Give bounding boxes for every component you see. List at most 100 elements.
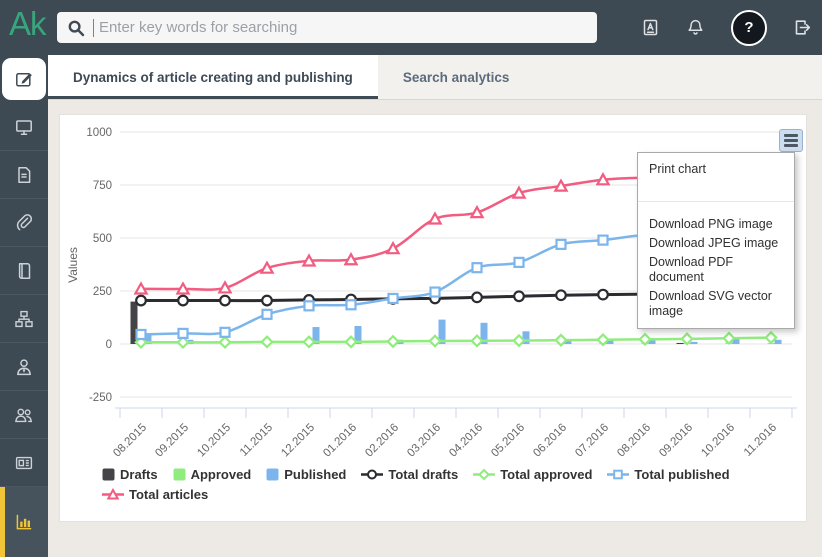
marker-diamond[interactable] bbox=[764, 330, 778, 345]
bar-published[interactable] bbox=[774, 339, 782, 344]
marker-triangle[interactable] bbox=[385, 240, 401, 255]
marker-diamond[interactable] bbox=[512, 333, 526, 348]
marker-triangle[interactable] bbox=[343, 251, 359, 266]
marker-circle[interactable] bbox=[471, 291, 483, 304]
marker-triangle[interactable] bbox=[175, 281, 191, 295]
marker-diamond[interactable] bbox=[386, 334, 400, 349]
marker-diamond[interactable] bbox=[554, 333, 568, 347]
marker-circle[interactable] bbox=[597, 288, 609, 301]
series-drafts[interactable] bbox=[130, 301, 684, 344]
marker-square[interactable] bbox=[597, 234, 609, 246]
sidebar-item-dashboard[interactable] bbox=[0, 103, 48, 151]
marker-square[interactable] bbox=[471, 262, 483, 274]
marker-diamond[interactable] bbox=[638, 332, 652, 347]
logout-icon[interactable] bbox=[793, 18, 812, 37]
marker-triangle[interactable] bbox=[595, 172, 611, 186]
bar-published[interactable] bbox=[690, 341, 698, 344]
bar-published[interactable] bbox=[480, 322, 488, 344]
sidebar-item-library[interactable] bbox=[0, 247, 48, 295]
marker-diamond[interactable] bbox=[134, 335, 148, 350]
marker-square[interactable] bbox=[429, 286, 441, 298]
marker-square[interactable] bbox=[387, 292, 399, 305]
marker-circle[interactable] bbox=[177, 294, 189, 307]
menu-item-download-pdf[interactable]: Download PDF document bbox=[649, 255, 734, 284]
legend-item-approved[interactable]: Approved bbox=[173, 467, 251, 482]
sidebar-item-structure[interactable] bbox=[0, 295, 48, 343]
legend-item-total-approved[interactable]: Total approved bbox=[473, 467, 592, 482]
legend-item-published[interactable]: Published bbox=[266, 467, 346, 482]
sidebar-item-documents[interactable] bbox=[0, 151, 48, 199]
search-input[interactable] bbox=[96, 18, 587, 37]
menu-item-download-jpeg[interactable]: Download JPEG image bbox=[649, 236, 779, 250]
marker-diamond[interactable] bbox=[218, 335, 232, 350]
marker-circle[interactable] bbox=[555, 289, 567, 302]
bar-drafts[interactable] bbox=[676, 342, 684, 344]
menu-item-download-svg[interactable]: Download SVG vector image bbox=[649, 289, 772, 318]
marker-diamond[interactable] bbox=[344, 335, 358, 349]
bar-published[interactable] bbox=[648, 339, 656, 344]
marker-triangle[interactable] bbox=[553, 178, 569, 192]
marker-diamond[interactable] bbox=[176, 335, 190, 350]
marker-triangle[interactable] bbox=[469, 204, 485, 219]
marker-triangle[interactable] bbox=[427, 211, 443, 225]
legend-item-total-articles[interactable]: Total articles bbox=[102, 487, 208, 502]
marker-diamond[interactable] bbox=[470, 334, 484, 348]
sidebar-item-users[interactable] bbox=[0, 391, 48, 439]
bar-published[interactable] bbox=[606, 339, 614, 344]
marker-diamond[interactable] bbox=[302, 335, 316, 349]
bar-published[interactable] bbox=[144, 334, 152, 344]
tab-search-analytics[interactable]: Search analytics bbox=[402, 69, 510, 85]
chart-context-menu-button[interactable] bbox=[779, 129, 803, 152]
menu-item-download-png[interactable]: Download PNG image bbox=[649, 217, 773, 231]
marker-square[interactable] bbox=[513, 256, 525, 268]
sidebar-item-analytics[interactable] bbox=[0, 487, 48, 557]
bar-drafts[interactable] bbox=[130, 301, 138, 344]
marker-circle[interactable] bbox=[261, 294, 273, 307]
bar-published[interactable] bbox=[522, 331, 530, 344]
sidebar-item-attachments[interactable] bbox=[0, 199, 48, 247]
bar-published[interactable] bbox=[564, 340, 572, 344]
chart-export-menu: Print chart Download PNG image Download … bbox=[637, 152, 795, 329]
legend-item-total-published[interactable]: Total published bbox=[607, 467, 730, 482]
marker-circle[interactable] bbox=[219, 294, 231, 307]
x-axis-tick-label: 12.2015 bbox=[279, 422, 317, 460]
tab-dynamics[interactable]: Dynamics of article creating and publish… bbox=[48, 55, 378, 99]
bar-published[interactable] bbox=[732, 338, 740, 344]
marker-square[interactable] bbox=[345, 299, 357, 311]
marker-diamond[interactable] bbox=[596, 333, 610, 347]
marker-square[interactable] bbox=[303, 300, 315, 312]
marker-square[interactable] bbox=[177, 327, 189, 339]
bar-published[interactable] bbox=[438, 319, 446, 344]
marker-diamond[interactable] bbox=[680, 332, 694, 346]
topbar-actions: ? bbox=[641, 0, 812, 55]
legend-item-total-drafts[interactable]: Total drafts bbox=[361, 467, 458, 482]
marker-circle[interactable] bbox=[513, 290, 525, 303]
translate-icon[interactable] bbox=[641, 18, 660, 37]
series-total-approved[interactable] bbox=[134, 330, 778, 350]
menu-item-print-chart[interactable]: Print chart bbox=[649, 162, 706, 176]
user-avatar[interactable]: ? bbox=[731, 9, 767, 46]
marker-triangle[interactable] bbox=[259, 260, 275, 274]
bar-published[interactable] bbox=[312, 327, 320, 344]
marker-square[interactable] bbox=[261, 308, 273, 320]
marker-square[interactable] bbox=[555, 238, 567, 250]
bar-published[interactable] bbox=[354, 325, 362, 344]
sidebar-item-compose[interactable] bbox=[0, 55, 48, 103]
series-published[interactable] bbox=[144, 319, 782, 344]
marker-diamond[interactable] bbox=[260, 335, 274, 349]
marker-square[interactable] bbox=[135, 328, 147, 341]
sidebar-item-account[interactable] bbox=[0, 343, 48, 391]
marker-diamond[interactable] bbox=[428, 334, 442, 348]
sidebar-item-news[interactable] bbox=[0, 439, 48, 487]
marker-triangle[interactable] bbox=[217, 280, 233, 294]
marker-diamond[interactable] bbox=[722, 331, 736, 346]
notifications-bell-icon[interactable] bbox=[686, 18, 705, 37]
legend-item-drafts[interactable]: Drafts bbox=[102, 467, 158, 482]
marker-circle[interactable] bbox=[135, 294, 147, 307]
marker-square[interactable] bbox=[219, 326, 231, 338]
tabbar: Dynamics of article creating and publish… bbox=[48, 55, 822, 100]
app-logo[interactable]: Ak bbox=[9, 5, 47, 42]
marker-triangle[interactable] bbox=[301, 253, 317, 267]
marker-triangle[interactable] bbox=[133, 281, 149, 295]
marker-triangle[interactable] bbox=[511, 185, 527, 199]
